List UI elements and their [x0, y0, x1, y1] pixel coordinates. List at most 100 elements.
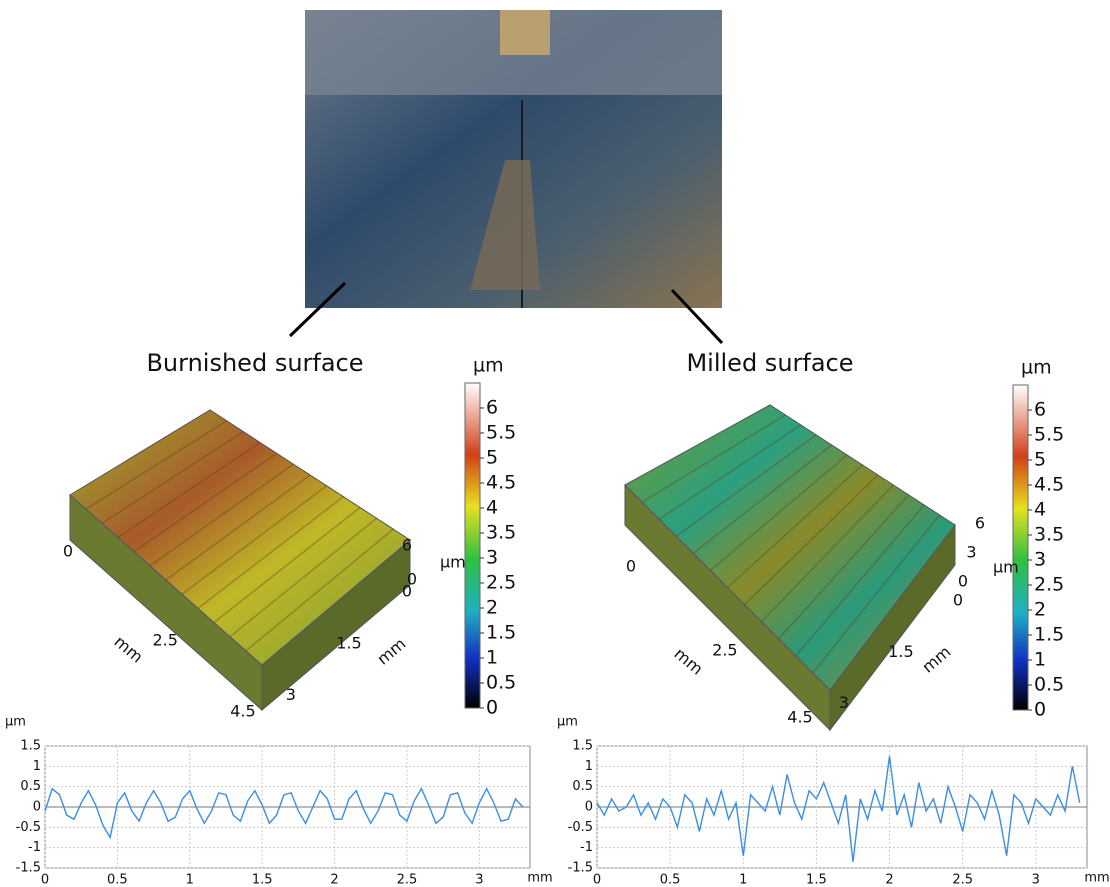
- y-tick-label: -1.5: [16, 861, 41, 876]
- surface-ridge: [213, 506, 361, 624]
- colorbar-tick-label: 2.5: [486, 572, 516, 594]
- y-axis-label: mm: [918, 642, 954, 677]
- colorbar-tick-label: 3: [1034, 549, 1046, 571]
- y-tick-label: 0: [585, 800, 593, 815]
- colorbar-tick-label: 1: [486, 647, 498, 669]
- surface-ridge: [658, 424, 802, 520]
- z-axis-tick-label: 0: [407, 570, 417, 589]
- surface-ridge: [692, 444, 833, 554]
- surface-ridge: [726, 464, 864, 589]
- y-axis-label: µm: [557, 715, 578, 730]
- y-tick-label: 1.5: [572, 739, 593, 754]
- x-tick-label: 0: [593, 873, 601, 887]
- colorbar-tick-label: 4: [1034, 499, 1046, 521]
- z-axis-label: µm: [440, 553, 466, 572]
- surface-ridge: [117, 441, 261, 539]
- x-axis-label: mm: [671, 644, 707, 679]
- y-tick-label: 0.5: [20, 779, 41, 794]
- colorbar-unit: µm: [473, 355, 504, 377]
- x-tick-label: 1: [739, 873, 747, 887]
- y-axis-tick-label: 0: [402, 582, 412, 601]
- z-axis-tick-label: 3: [966, 543, 976, 562]
- x-axis-label: mm: [1084, 871, 1109, 886]
- colorbar-tick-label: 3.5: [486, 522, 516, 544]
- x-tick-label: 3: [1032, 873, 1040, 887]
- surface-ridge: [795, 504, 925, 657]
- colorbar-tick-label: 1.5: [1034, 624, 1064, 646]
- x-axis-tick-label: 4.5: [787, 708, 812, 727]
- y-tick-label: -0.5: [16, 820, 41, 835]
- colorbar-tick-label: 5.5: [1034, 424, 1064, 446]
- surface-ridge: [229, 517, 378, 638]
- surface-ridge: [744, 474, 879, 606]
- colorbar-tick-label: 3.5: [1034, 524, 1064, 546]
- colorbar-tick-label: 0.5: [486, 672, 516, 694]
- x-axis-tick-label: 0: [626, 557, 636, 576]
- surface-ridge: [675, 434, 817, 537]
- colorbar-tick-label: 5: [486, 447, 498, 469]
- colorbar-tick-label: 5.5: [486, 422, 516, 444]
- x-tick-label: 2.5: [952, 873, 973, 887]
- colorbar-tick-label: 2: [486, 597, 498, 619]
- z-axis-tick-label: 6: [975, 514, 985, 533]
- colorbar-tick-label: 4.5: [486, 472, 516, 494]
- surface-ridge: [812, 514, 941, 674]
- x-tick-label: 1.5: [252, 873, 273, 887]
- surface-ridge: [165, 474, 311, 581]
- x-tick-label: 2: [330, 873, 338, 887]
- z-axis-label: µm: [993, 558, 1019, 577]
- surface-ridge: [181, 485, 328, 595]
- colorbar-tick-label: 3: [486, 547, 498, 569]
- colorbar-tick-label: 2.5: [1034, 574, 1064, 596]
- z-axis-tick-label: 6: [402, 536, 412, 555]
- surface-ridge: [149, 463, 294, 567]
- profile-line: [44, 787, 524, 840]
- y-axis-tick-label: 1.5: [888, 642, 913, 661]
- x-tick-label: 1.5: [806, 873, 827, 887]
- x-tick-label: 1: [186, 873, 194, 887]
- x-tick-label: 2: [885, 873, 893, 887]
- x-axis-tick-label: 4.5: [230, 702, 255, 721]
- y-tick-label: 1.5: [20, 739, 41, 754]
- y-tick-label: 1: [33, 759, 41, 774]
- colorbar-unit: µm: [1021, 357, 1052, 379]
- y-axis-tick-label: 3: [286, 685, 296, 704]
- colorbar-tick-label: 2: [1034, 599, 1046, 621]
- colorbar-tick-label: 4.5: [1034, 474, 1064, 496]
- y-tick-label: 0.5: [572, 779, 593, 794]
- profile-line: [596, 756, 1081, 862]
- y-axis-tick-label: 3: [839, 693, 849, 712]
- colorbar-tick-label: 1: [1034, 649, 1046, 671]
- y-tick-label: -1: [580, 840, 593, 855]
- x-tick-label: 0: [41, 873, 49, 887]
- surface-ridge: [101, 431, 244, 524]
- x-axis-label: mm: [111, 632, 147, 667]
- colorbar-tick-label: 0: [1034, 699, 1046, 721]
- y-tick-label: 1: [585, 759, 593, 774]
- x-tick-label: 0.5: [660, 873, 681, 887]
- y-axis-tick-label: 1.5: [336, 633, 361, 652]
- surface: [624, 404, 956, 691]
- y-tick-label: 0: [33, 800, 41, 815]
- surface-ridge: [245, 528, 394, 652]
- colorbar-tick-label: 0.5: [1034, 674, 1064, 696]
- x-axis-tick-label: 2.5: [152, 630, 177, 649]
- y-tick-label: -0.5: [568, 820, 593, 835]
- colorbar-tick-label: 5: [1034, 449, 1046, 471]
- surface-title: Milled surface: [686, 349, 853, 377]
- colorbar-tick-label: 4: [486, 497, 498, 519]
- surface-title: Burnished surface: [146, 349, 363, 377]
- x-tick-label: 0.5: [107, 873, 128, 887]
- colorbar-tick-label: 1.5: [486, 622, 516, 644]
- y-tick-label: -1: [28, 840, 41, 855]
- y-tick-label: -1.5: [568, 861, 593, 876]
- y-axis-label: mm: [373, 634, 409, 669]
- surface-ridge: [197, 496, 344, 609]
- x-tick-label: 2.5: [397, 873, 418, 887]
- x-axis-label: mm: [527, 871, 552, 886]
- surface-ridge: [641, 414, 786, 503]
- colorbar-tick-label: 6: [1034, 399, 1046, 421]
- z-axis-tick-label: 0: [958, 572, 968, 591]
- x-axis-tick-label: 0: [63, 542, 73, 561]
